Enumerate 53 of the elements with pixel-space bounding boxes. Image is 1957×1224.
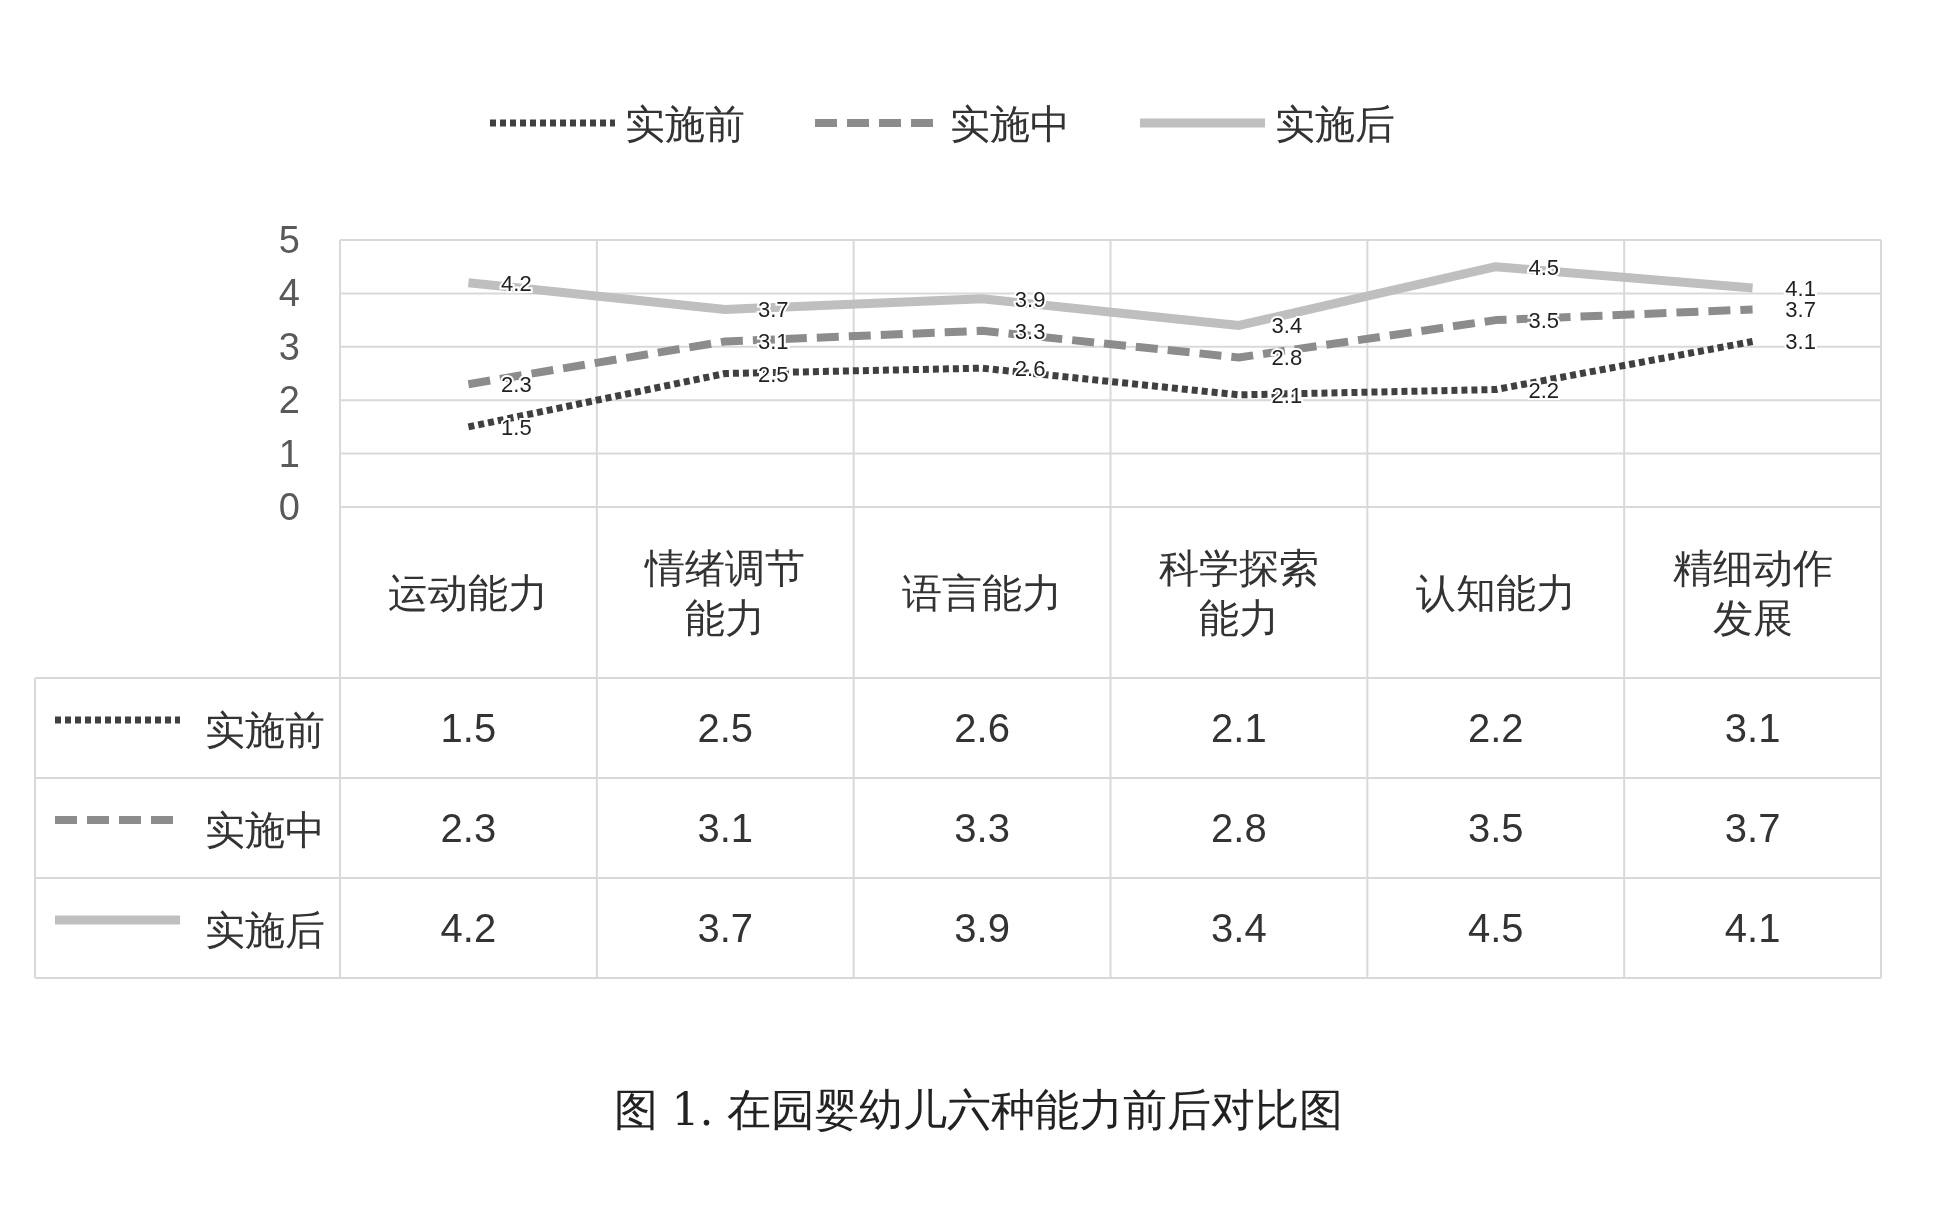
annotation: 2.3 — [501, 372, 532, 398]
y-tick-label: 3 — [278, 325, 300, 368]
annotation: 2.1 — [1271, 382, 1303, 408]
annotation: 2.6 — [1014, 356, 1046, 382]
annotation: 1.5 — [501, 414, 532, 440]
x-tick-label: 运动能力 — [388, 570, 549, 615]
text: 实施中 — [205, 808, 325, 852]
x-tick-label: 科学探索能力 — [1158, 545, 1319, 640]
data-label: 4.1 — [1724, 906, 1781, 950]
annotation: 2.2 — [1528, 377, 1560, 403]
data-label: 2.6 — [954, 706, 1010, 750]
data-label: 3.5 — [1467, 806, 1524, 850]
data-label: 3.7 — [1724, 806, 1781, 850]
data-label: 3.1 — [697, 806, 754, 850]
data-label: 3.1 — [1724, 706, 1781, 750]
y-tick-label: 0 — [278, 486, 300, 528]
data-label: 3.7 — [697, 906, 754, 950]
y-tick-label: 1 — [278, 432, 300, 475]
data-label: 4.2 — [440, 906, 497, 950]
data-label: 4.5 — [1467, 906, 1524, 950]
annotation: 3.5 — [1528, 308, 1560, 334]
legend-label: 实施中 — [950, 102, 1070, 146]
data-label: 3.3 — [954, 806, 1010, 850]
annotation: 3.9 — [1014, 286, 1046, 312]
y-tick-label: 5 — [278, 219, 300, 261]
data-label: 2.3 — [440, 806, 497, 850]
annotation: 3.1 — [757, 329, 789, 355]
annotation: 3.4 — [1271, 313, 1303, 339]
data-label: 2.5 — [697, 706, 754, 750]
x-tick-label: 认知能力 — [1415, 570, 1576, 615]
legend-label: 实施前 — [625, 102, 745, 146]
data-label: 3.9 — [954, 906, 1010, 950]
annotation: 4.2 — [501, 270, 532, 296]
x-tick-label: 语言能力 — [902, 570, 1063, 615]
data-label: 2.1 — [1211, 706, 1267, 750]
annotation: 4.5 — [1528, 254, 1560, 280]
y-tick-label: 2 — [278, 379, 300, 422]
data-label: 3.4 — [1211, 906, 1267, 950]
annotation: 3.7 — [757, 297, 789, 323]
text: 图 1. 在园婴幼儿六种能力前后对比图 — [613, 1084, 1344, 1135]
x-tick-label: 精细动作发展 — [1672, 545, 1833, 640]
annotation: 2.5 — [757, 361, 789, 387]
data-label: 2.8 — [1211, 806, 1267, 850]
data-label: 2.2 — [1467, 706, 1524, 750]
annotation: 2.8 — [1271, 345, 1303, 371]
annotation: 3.3 — [1014, 318, 1046, 344]
text: 实施后 — [205, 908, 325, 952]
data-label: 1.5 — [440, 706, 497, 750]
annotation: 3.1 — [1785, 329, 1816, 355]
x-tick-label: 情绪调节能力 — [643, 545, 806, 640]
y-tick-label: 4 — [278, 272, 300, 315]
text: 实施前 — [205, 708, 325, 752]
legend-label: 实施后 — [1275, 102, 1395, 146]
